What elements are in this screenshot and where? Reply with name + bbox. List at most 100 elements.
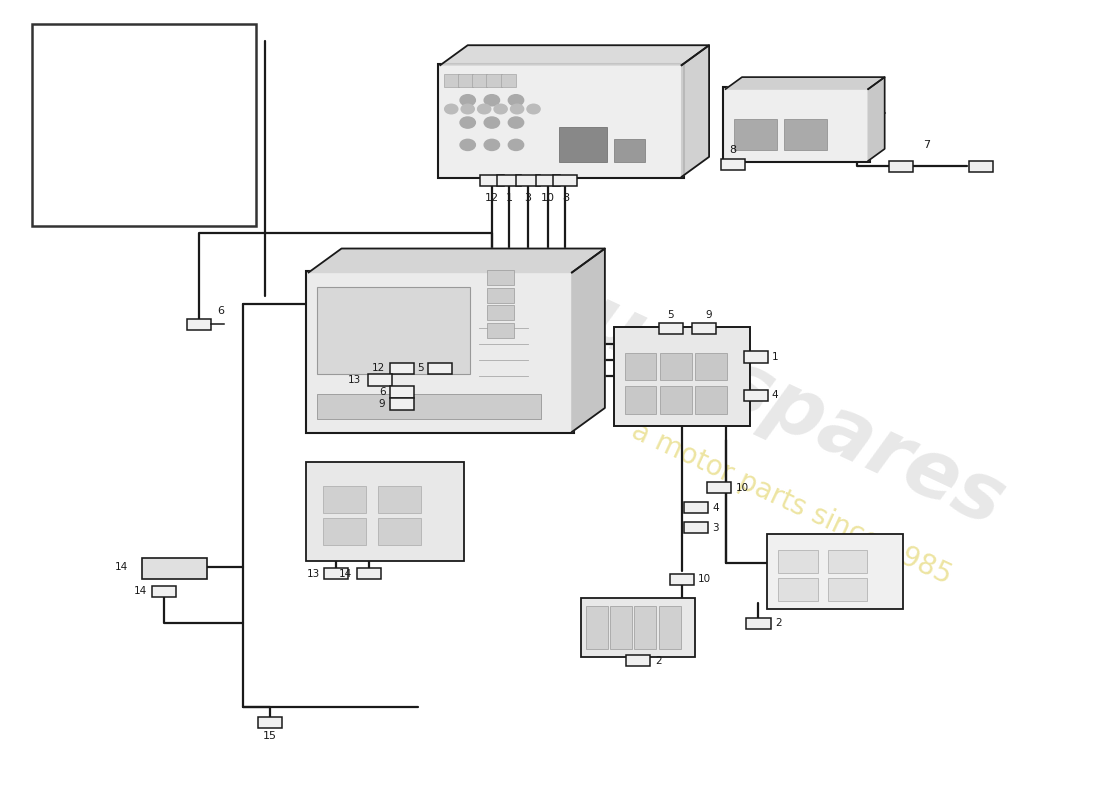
- Text: 2: 2: [656, 656, 662, 666]
- FancyBboxPatch shape: [610, 606, 632, 649]
- Polygon shape: [440, 46, 710, 65]
- FancyBboxPatch shape: [500, 74, 516, 86]
- FancyBboxPatch shape: [487, 270, 514, 285]
- FancyBboxPatch shape: [625, 353, 657, 380]
- FancyBboxPatch shape: [307, 462, 464, 561]
- FancyBboxPatch shape: [614, 326, 750, 426]
- Bar: [745, 351, 768, 362]
- Text: 2: 2: [774, 618, 782, 628]
- Text: 13: 13: [306, 569, 320, 578]
- FancyBboxPatch shape: [486, 74, 502, 86]
- FancyBboxPatch shape: [581, 598, 695, 657]
- Bar: [684, 522, 708, 533]
- Text: 7: 7: [923, 140, 931, 150]
- Text: 6: 6: [378, 387, 385, 397]
- Polygon shape: [572, 249, 605, 432]
- Text: 10: 10: [698, 574, 712, 584]
- FancyBboxPatch shape: [458, 74, 473, 86]
- Bar: [889, 161, 913, 172]
- Text: 1: 1: [771, 352, 779, 362]
- Circle shape: [494, 104, 507, 114]
- Bar: [536, 175, 560, 186]
- Text: 14: 14: [339, 569, 352, 578]
- FancyBboxPatch shape: [614, 139, 646, 162]
- Bar: [428, 362, 452, 374]
- Circle shape: [477, 104, 491, 114]
- Bar: [684, 502, 708, 514]
- Bar: [480, 175, 504, 186]
- Text: 3: 3: [713, 522, 719, 533]
- FancyBboxPatch shape: [318, 394, 541, 419]
- Circle shape: [461, 104, 474, 114]
- FancyBboxPatch shape: [778, 578, 817, 601]
- Text: 9: 9: [706, 310, 713, 320]
- Circle shape: [460, 94, 475, 106]
- Text: 8: 8: [729, 146, 737, 155]
- Circle shape: [484, 139, 499, 150]
- Circle shape: [484, 94, 499, 106]
- Text: 14: 14: [114, 562, 128, 573]
- Text: 14: 14: [134, 586, 147, 596]
- FancyBboxPatch shape: [724, 87, 870, 162]
- Bar: [389, 362, 414, 374]
- Text: 8: 8: [562, 194, 569, 203]
- Text: 15: 15: [263, 731, 277, 742]
- FancyBboxPatch shape: [559, 127, 607, 162]
- Circle shape: [508, 139, 524, 150]
- Bar: [389, 398, 414, 410]
- Text: 10: 10: [736, 482, 749, 493]
- Bar: [670, 574, 694, 585]
- Text: 9: 9: [378, 399, 385, 409]
- Circle shape: [460, 117, 475, 128]
- FancyBboxPatch shape: [660, 386, 692, 414]
- FancyBboxPatch shape: [377, 486, 420, 514]
- Bar: [969, 161, 993, 172]
- Bar: [692, 322, 716, 334]
- Text: a motor parts since 1985: a motor parts since 1985: [627, 417, 956, 590]
- Text: 13: 13: [348, 375, 361, 385]
- Bar: [745, 390, 768, 401]
- FancyBboxPatch shape: [487, 322, 514, 338]
- FancyBboxPatch shape: [487, 287, 514, 302]
- Bar: [187, 318, 211, 330]
- FancyBboxPatch shape: [487, 305, 514, 320]
- Text: 1: 1: [506, 194, 513, 203]
- FancyBboxPatch shape: [438, 63, 684, 178]
- Bar: [389, 386, 414, 398]
- FancyBboxPatch shape: [695, 353, 727, 380]
- Bar: [258, 718, 283, 729]
- Bar: [497, 175, 521, 186]
- Circle shape: [444, 104, 458, 114]
- Text: 12: 12: [372, 363, 385, 373]
- Bar: [356, 568, 381, 579]
- Polygon shape: [868, 77, 884, 161]
- Circle shape: [510, 104, 524, 114]
- FancyBboxPatch shape: [323, 486, 365, 514]
- FancyBboxPatch shape: [142, 558, 207, 578]
- Polygon shape: [309, 249, 605, 273]
- FancyBboxPatch shape: [660, 353, 692, 380]
- Bar: [707, 482, 732, 494]
- FancyBboxPatch shape: [827, 578, 867, 601]
- Polygon shape: [726, 77, 884, 89]
- Text: 4: 4: [713, 502, 719, 513]
- Circle shape: [484, 117, 499, 128]
- Bar: [152, 586, 176, 597]
- FancyBboxPatch shape: [659, 606, 681, 649]
- Circle shape: [527, 104, 540, 114]
- Bar: [324, 568, 348, 579]
- Bar: [516, 175, 540, 186]
- Text: 6: 6: [218, 306, 224, 316]
- Circle shape: [508, 117, 524, 128]
- Text: eurospares: eurospares: [522, 257, 1016, 543]
- FancyBboxPatch shape: [377, 518, 420, 545]
- FancyBboxPatch shape: [586, 606, 608, 649]
- FancyBboxPatch shape: [767, 534, 903, 609]
- FancyBboxPatch shape: [32, 24, 256, 226]
- FancyBboxPatch shape: [323, 518, 365, 545]
- Bar: [626, 655, 650, 666]
- Bar: [553, 175, 578, 186]
- FancyBboxPatch shape: [735, 119, 777, 150]
- FancyBboxPatch shape: [783, 119, 826, 150]
- Text: 5: 5: [668, 310, 674, 320]
